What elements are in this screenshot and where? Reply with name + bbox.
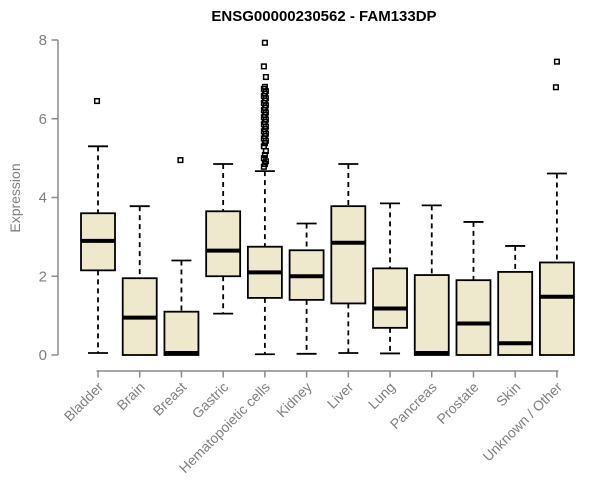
x-tick-label-skin: Skin — [493, 379, 524, 410]
box-prostate — [455, 279, 492, 356]
y-tick-label: 8 — [39, 32, 47, 49]
box-unknown-other — [539, 261, 575, 356]
x-tick-label-bladder: Bladder — [61, 379, 107, 425]
y-tick-label: 2 — [39, 268, 47, 285]
outlier-point-hematopoietic-cells — [260, 155, 267, 162]
x-tick-label-lung: Lung — [365, 379, 398, 412]
outlier-point-bladder — [93, 97, 101, 105]
outlier-point-hematopoietic-cells — [262, 147, 269, 155]
box-liver — [330, 205, 367, 305]
box-pancreas — [413, 274, 450, 356]
chart-title: ENSG00000230562 - FAM133DP — [211, 8, 437, 25]
outlier-point-breast — [177, 157, 184, 164]
outlier-point-unknown-other — [552, 84, 559, 91]
outlier-point-hematopoietic-cells — [262, 73, 269, 81]
y-tick-label: 0 — [39, 347, 47, 364]
box-lung — [372, 267, 408, 329]
y-tick-label: 4 — [39, 190, 47, 207]
outlier-point-hematopoietic-cells — [261, 39, 268, 46]
x-tick-label-brain: Brain — [113, 379, 147, 413]
x-tick-label-breast: Breast — [150, 379, 190, 419]
x-tick-label-kidney: Kidney — [273, 379, 315, 421]
box-skin — [497, 271, 534, 356]
x-tick-label-liver: Liver — [324, 379, 357, 412]
y-axis-title: Expression — [7, 163, 23, 233]
x-tick-label-unknown-other: Unknown / Other — [479, 379, 565, 465]
box-gastric — [205, 210, 242, 278]
x-tick-label-prostate: Prostate — [433, 379, 481, 427]
box-breast — [163, 310, 200, 356]
outlier-point-unknown-other — [553, 58, 560, 65]
outlier-point-hematopoietic-cells — [260, 63, 267, 70]
y-tick-label: 6 — [39, 111, 47, 128]
outlier-point-hematopoietic-cells — [260, 143, 267, 150]
outlier-point-hematopoietic-cells — [261, 83, 268, 90]
